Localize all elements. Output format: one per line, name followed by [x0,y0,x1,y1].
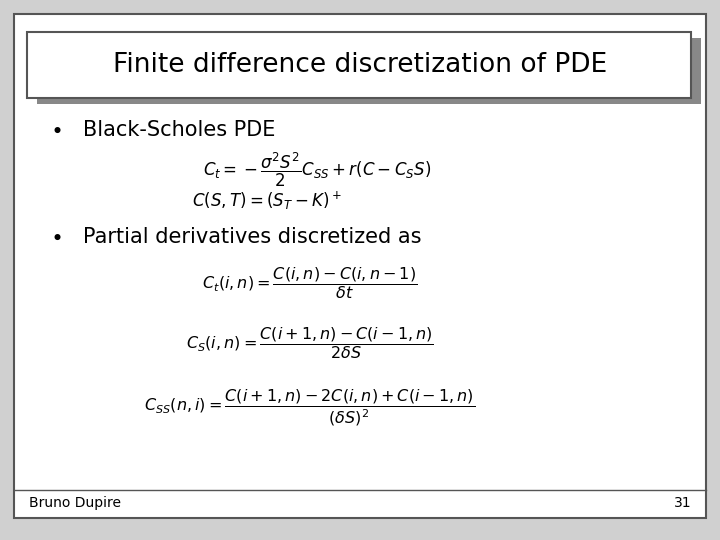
Text: $C_{SS}(n,i) = \dfrac{C(i+1,n) - 2C(i,n) + C(i-1,n)}{(\delta S)^2}$: $C_{SS}(n,i) = \dfrac{C(i+1,n) - 2C(i,n)… [144,387,475,428]
Text: Finite difference discretization of PDE: Finite difference discretization of PDE [113,52,607,78]
Text: $C(S,T) = (S_T - K)^+$: $C(S,T) = (S_T - K)^+$ [192,190,341,212]
FancyBboxPatch shape [14,14,706,518]
Text: Black-Scholes PDE: Black-Scholes PDE [83,119,275,140]
Text: $C_t = -\dfrac{\sigma^2 S^2}{2} C_{SS} + r(C - C_S S)$: $C_t = -\dfrac{\sigma^2 S^2}{2} C_{SS} +… [202,151,431,189]
Text: $C_S(i,n) = \dfrac{C(i+1,n) - C(i-1,n)}{2\delta S}$: $C_S(i,n) = \dfrac{C(i+1,n) - C(i-1,n)}{… [186,325,433,361]
FancyBboxPatch shape [27,32,691,98]
Text: 31: 31 [674,496,691,510]
Text: $\bullet$: $\bullet$ [50,119,62,140]
Text: Bruno Dupire: Bruno Dupire [29,496,121,510]
Text: Partial derivatives discretized as: Partial derivatives discretized as [83,226,421,247]
Text: $C_t(i,n) = \dfrac{C(i,n) - C(i,n-1)}{\delta t}$: $C_t(i,n) = \dfrac{C(i,n) - C(i,n-1)}{\d… [202,266,417,301]
Text: $\bullet$: $\bullet$ [50,226,62,247]
FancyBboxPatch shape [37,38,701,104]
